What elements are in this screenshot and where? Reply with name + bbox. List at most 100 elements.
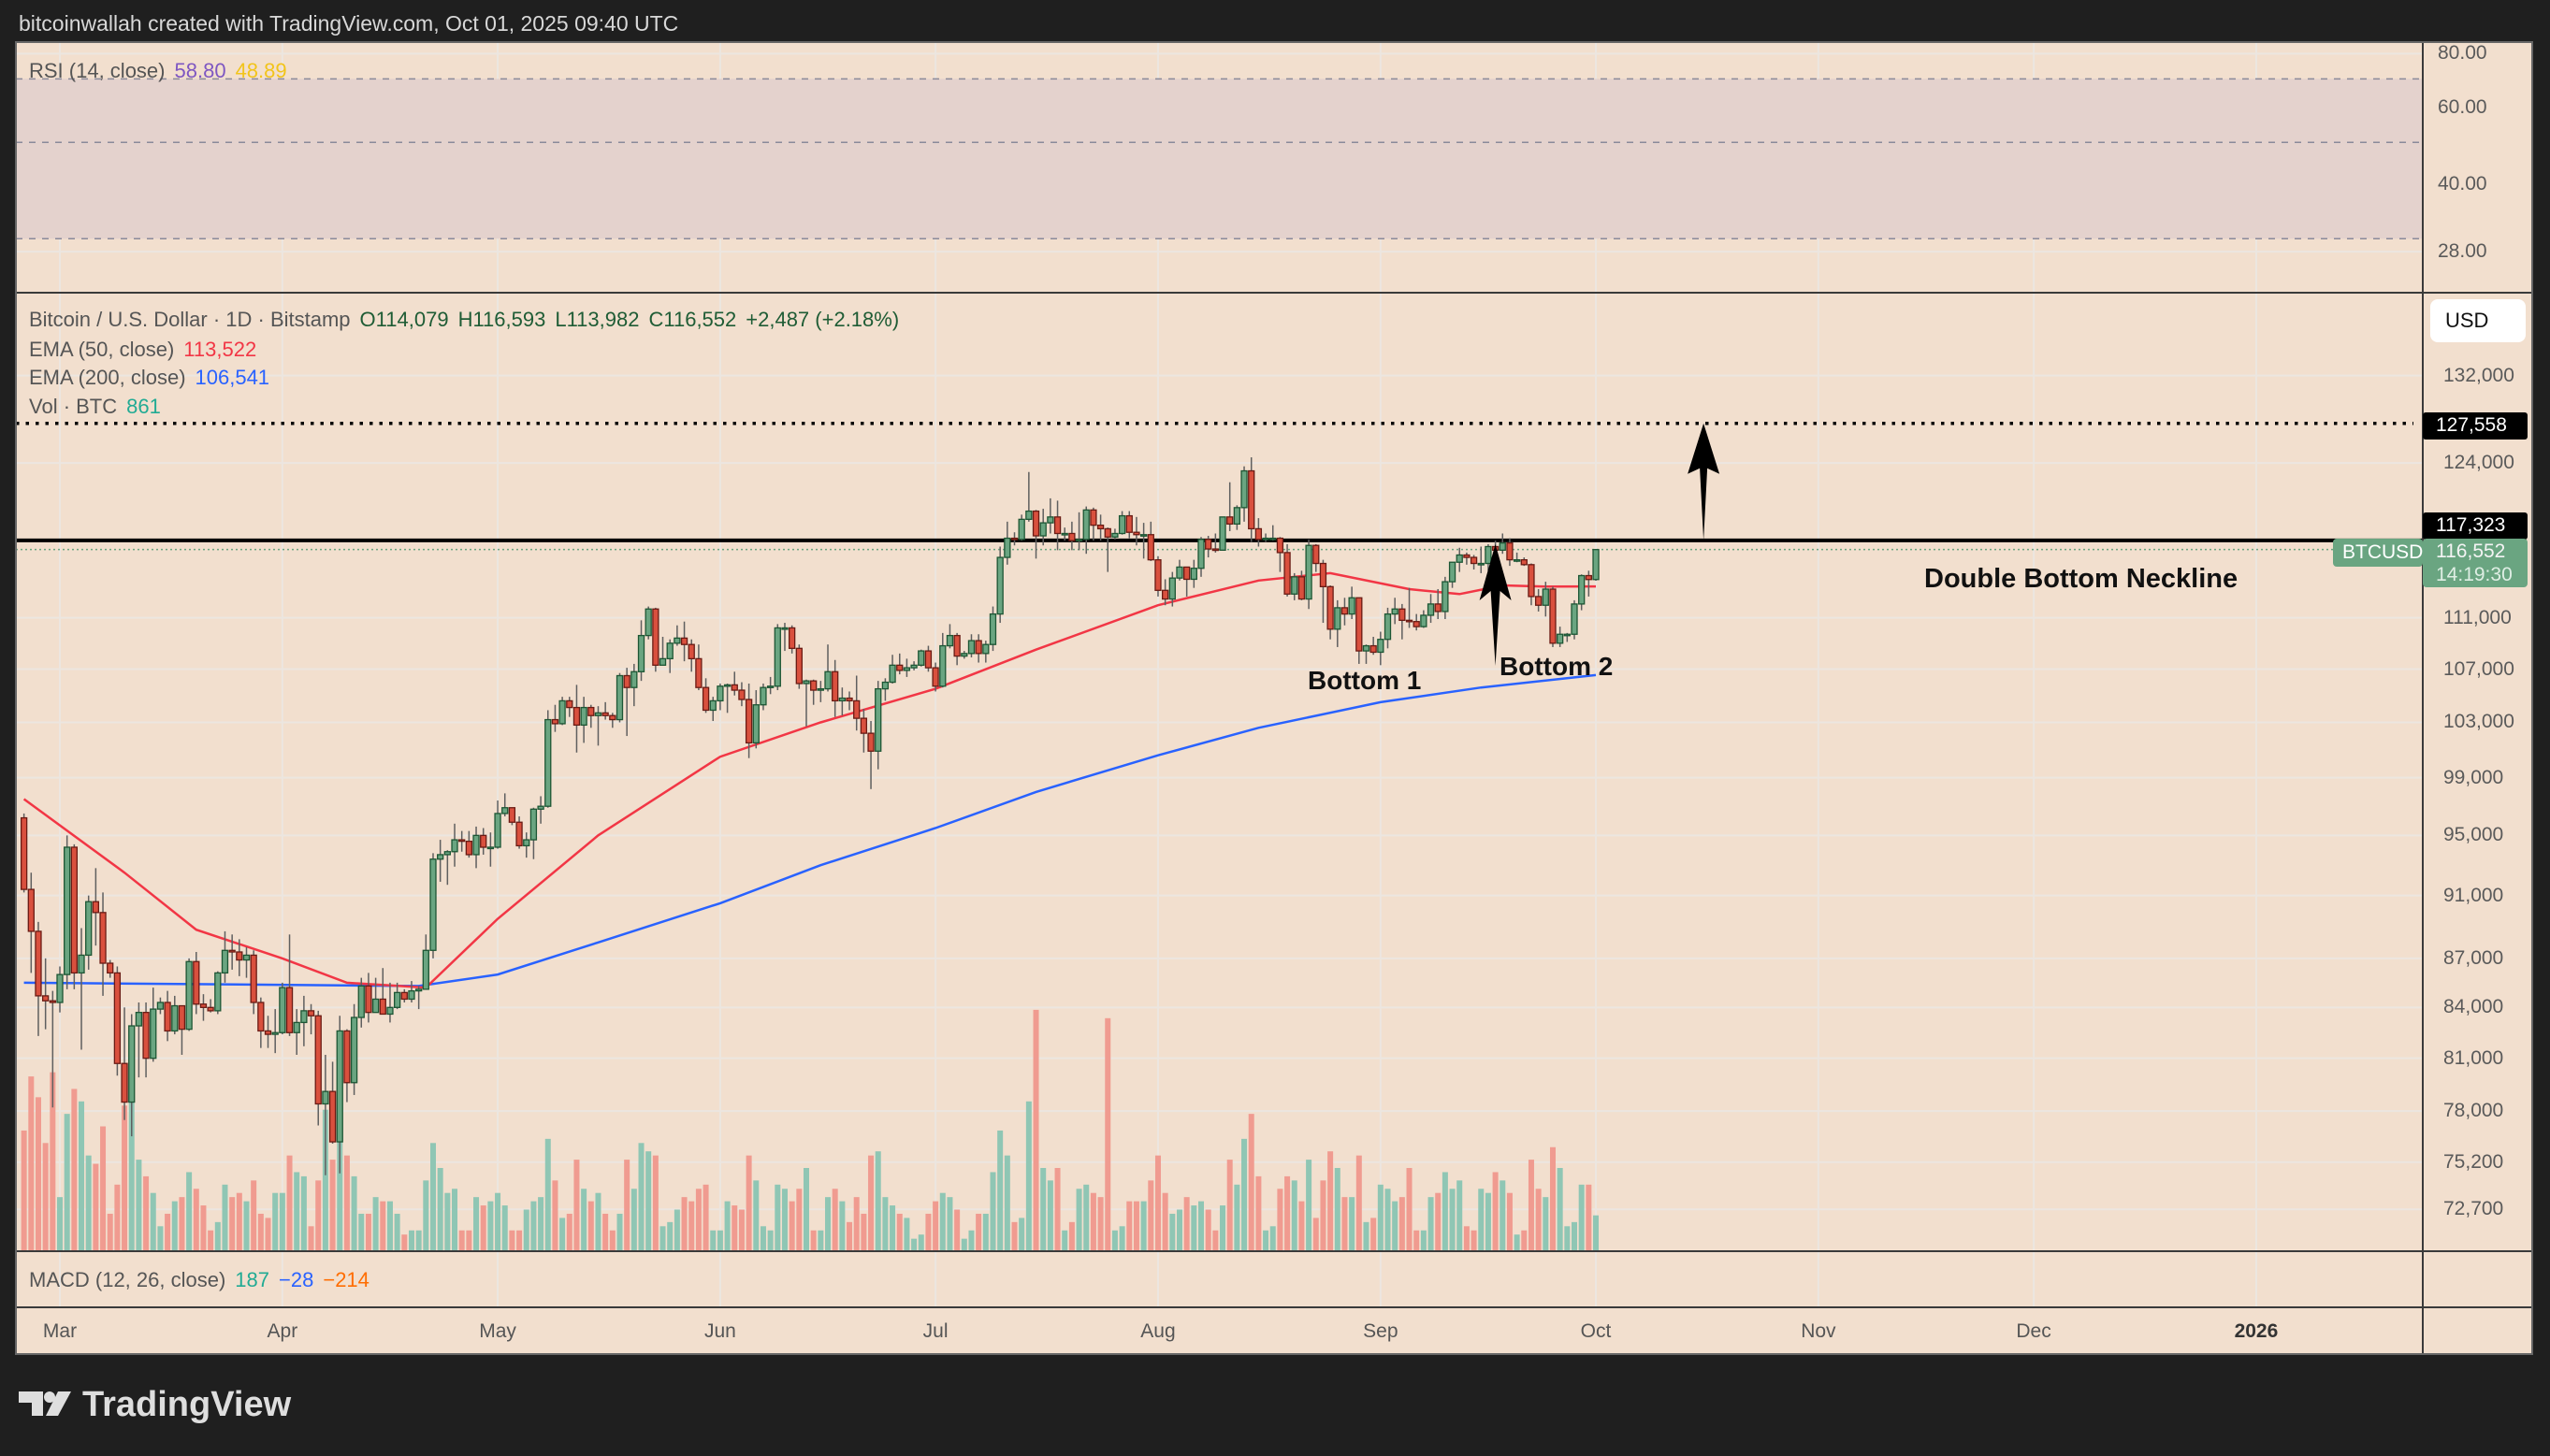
volume-bar bbox=[251, 1180, 257, 1251]
candle-body bbox=[1254, 527, 1263, 541]
time-axis-label: Oct bbox=[1580, 1320, 1612, 1342]
currency-button[interactable]: USD bbox=[2430, 299, 2526, 342]
volume-bar bbox=[265, 1218, 271, 1251]
volume-bar bbox=[882, 1197, 889, 1251]
candle-body bbox=[637, 634, 645, 672]
volume-bar bbox=[1557, 1168, 1563, 1251]
candlesticks bbox=[20, 457, 1600, 1175]
macd-legend[interactable]: MACD (12, 26, close) 187 −28 −214 bbox=[29, 1268, 379, 1292]
neckline-label[interactable]: Double Bottom Neckline bbox=[1924, 564, 2238, 594]
bottom-1-label[interactable]: Bottom 1 bbox=[1308, 666, 1422, 695]
candle-body bbox=[1377, 639, 1384, 654]
volume-bar bbox=[93, 1163, 99, 1251]
ema50-legend[interactable]: EMA (50, close) 113,522 bbox=[29, 338, 266, 362]
candle-body bbox=[666, 642, 674, 660]
tradingview-logo-text[interactable]: TradingView bbox=[82, 1385, 292, 1424]
candle-body bbox=[515, 821, 523, 847]
candle-body bbox=[1520, 558, 1528, 566]
volume-bar bbox=[1398, 1197, 1405, 1251]
volume-bar bbox=[85, 1155, 92, 1251]
symbol-description[interactable]: Bitcoin / U.S. Dollar · 1D · Bitstamp bbox=[29, 308, 351, 331]
candle-body bbox=[537, 805, 544, 810]
candle-body bbox=[1205, 539, 1212, 550]
volume-bar bbox=[452, 1189, 458, 1251]
volume-bar bbox=[803, 1168, 809, 1251]
volume-bar bbox=[42, 1143, 49, 1251]
time-axis-label: Nov bbox=[1801, 1320, 1836, 1342]
volume-bar bbox=[236, 1192, 242, 1251]
candle-body bbox=[731, 684, 738, 691]
ema50-label: EMA (50, close) bbox=[29, 338, 175, 361]
symbol-tag-label[interactable]: BTCUSD bbox=[2342, 541, 2424, 563]
candle-body bbox=[365, 985, 372, 1014]
candle-body bbox=[27, 888, 35, 932]
candle-body bbox=[1534, 596, 1543, 606]
candle-body bbox=[99, 912, 107, 964]
candle-body bbox=[1104, 527, 1111, 538]
candle-body bbox=[400, 991, 408, 1001]
volume-bar bbox=[1140, 1201, 1147, 1251]
candle-body bbox=[551, 718, 559, 725]
candle-body bbox=[264, 1030, 272, 1035]
volume-bar bbox=[947, 1197, 953, 1251]
rsi-ma-value: 48.89 bbox=[235, 59, 287, 82]
time-axis-label: 2026 bbox=[2234, 1320, 2279, 1342]
candle-body bbox=[214, 972, 222, 1012]
volume-bar bbox=[1506, 1192, 1513, 1251]
volume-bar bbox=[71, 1088, 78, 1251]
candle-body bbox=[838, 697, 847, 702]
volume-bar bbox=[1040, 1168, 1047, 1251]
volume-bar bbox=[1154, 1155, 1161, 1251]
annotation-arrows bbox=[1479, 423, 1720, 666]
candle-body bbox=[1305, 544, 1312, 600]
candle-body bbox=[1047, 516, 1054, 524]
ema200-legend[interactable]: EMA (200, close) 106,541 bbox=[29, 366, 279, 390]
candle-body bbox=[49, 1000, 56, 1003]
volume-bar bbox=[861, 1213, 867, 1251]
candle-body bbox=[1413, 621, 1420, 627]
volume-bar bbox=[1133, 1201, 1139, 1251]
volume-bar bbox=[509, 1230, 515, 1251]
volume-bar bbox=[1435, 1192, 1442, 1251]
candle-body bbox=[1463, 554, 1471, 558]
volume-legend[interactable]: Vol · BTC 861 bbox=[29, 395, 170, 419]
candle-body bbox=[875, 687, 882, 752]
volume-bar bbox=[652, 1155, 659, 1251]
candle-body bbox=[1291, 576, 1298, 595]
volume-bar bbox=[896, 1213, 903, 1251]
candle-body bbox=[1571, 603, 1578, 635]
volume-bar bbox=[136, 1160, 142, 1251]
rsi-band bbox=[16, 79, 2423, 239]
volume-label: Vol · BTC bbox=[29, 395, 118, 418]
volume-bar bbox=[538, 1197, 544, 1251]
bottom-2-label[interactable]: Bottom 2 bbox=[1500, 652, 1614, 681]
volume-bar bbox=[143, 1175, 150, 1251]
volume-bar bbox=[796, 1189, 803, 1251]
volume-bar bbox=[337, 1117, 343, 1251]
volume-bar bbox=[1076, 1189, 1082, 1251]
candle-body bbox=[709, 699, 717, 712]
volume-bar bbox=[1528, 1160, 1534, 1251]
candle-body bbox=[221, 949, 229, 974]
volume-bar bbox=[28, 1076, 35, 1251]
volume-bar bbox=[1097, 1197, 1104, 1251]
volume-bar bbox=[1320, 1180, 1326, 1251]
volume-bar bbox=[179, 1197, 185, 1251]
candle-body bbox=[285, 987, 294, 1033]
volume-bar bbox=[480, 1205, 486, 1251]
volume-bar bbox=[1277, 1189, 1283, 1251]
volume-bar bbox=[667, 1221, 674, 1251]
candle-body bbox=[1326, 585, 1334, 630]
volume-bar bbox=[911, 1238, 918, 1251]
candle-body bbox=[695, 657, 703, 688]
volume-bar bbox=[1363, 1221, 1369, 1251]
candle-body bbox=[1592, 549, 1600, 581]
candle-body bbox=[257, 1002, 265, 1032]
volume-bar bbox=[1033, 1009, 1039, 1251]
high-value: H116,593 bbox=[457, 308, 546, 331]
candle-body bbox=[1118, 514, 1126, 535]
candle-body bbox=[817, 687, 824, 691]
candle-body bbox=[630, 670, 638, 688]
volume-bar bbox=[1054, 1168, 1061, 1251]
